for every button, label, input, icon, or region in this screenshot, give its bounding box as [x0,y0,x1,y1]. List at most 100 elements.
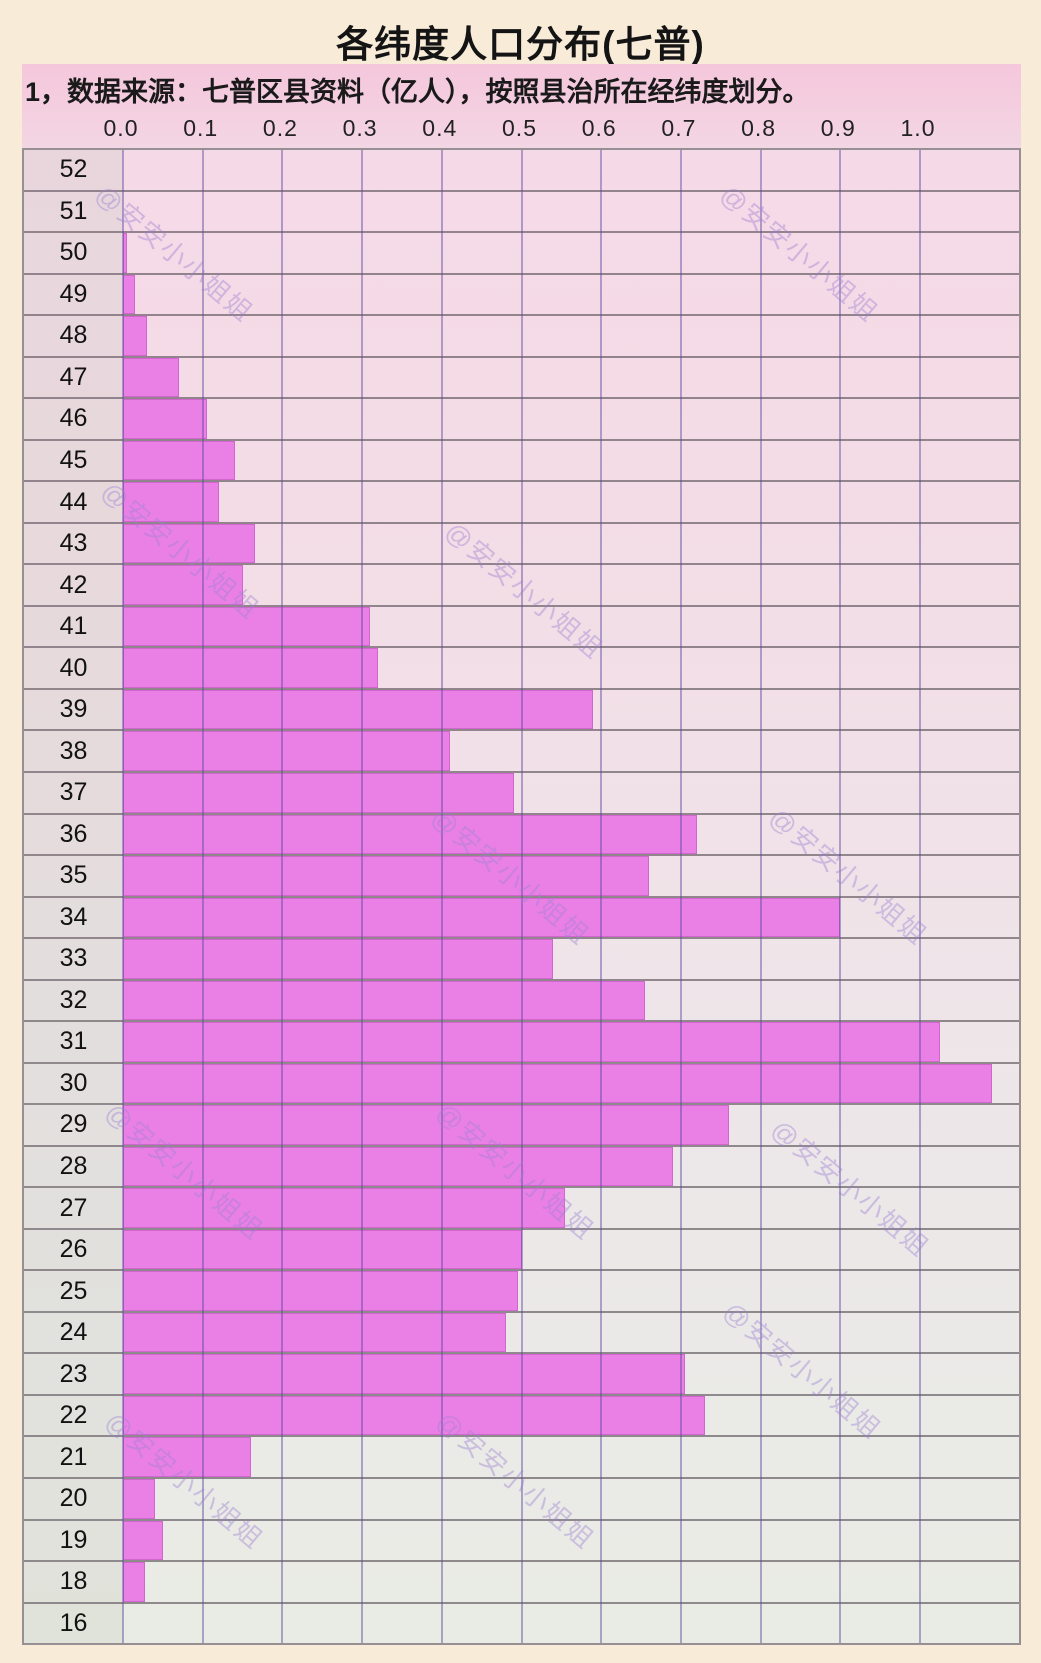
row-plot-area [123,1437,1019,1477]
y-axis-label: 43 [24,523,123,564]
bar-lat-34 [123,897,841,938]
chart-row-lat-36: 36 [24,814,1019,857]
y-axis-label: 47 [24,357,123,398]
bar-lat-23 [123,1354,685,1394]
chart-row-lat-27: 27 [24,1188,1019,1230]
bar-lat-48 [123,316,147,356]
x-tick-label: 0.5 [502,115,537,141]
row-plot-area [123,150,1019,190]
row-plot-area [123,274,1019,315]
row-plot-area [123,399,1019,439]
bar-lat-22 [123,1395,705,1436]
row-plot-area [123,1604,1019,1644]
row-plot-area [123,606,1019,647]
chart-row-lat-28: 28 [24,1146,1019,1189]
y-axis-label: 25 [24,1271,123,1311]
y-axis-label: 40 [24,648,123,688]
y-axis-label: 37 [24,772,123,813]
row-plot-area [123,939,1019,979]
row-plot-area [123,316,1019,356]
y-axis-label: 41 [24,606,123,647]
chart-row-lat-32: 32 [24,980,1019,1023]
bar-lat-27 [123,1188,566,1228]
bar-lat-26 [123,1229,522,1270]
row-plot-area [123,1354,1019,1394]
y-axis-label: 20 [24,1479,123,1519]
row-plot-area [123,1520,1019,1561]
row-plot-area [123,192,1019,232]
row-plot-area [123,1312,1019,1353]
y-axis-label: 48 [24,316,123,356]
bar-chart: 52 51 50 49 48 47 46 45 44 43 42 41 40 39 38 37 36 35 34 33… [22,148,1021,1645]
y-axis-label: 28 [24,1146,123,1187]
row-plot-area [123,1562,1019,1602]
y-axis-label: 36 [24,814,123,855]
bar-lat-47 [123,357,179,398]
bar-lat-19 [123,1520,163,1561]
y-axis-label: 52 [24,150,123,190]
bar-lat-29 [123,1105,729,1145]
chart-row-lat-51: 51 [24,191,1019,234]
y-axis-label: 29 [24,1105,123,1145]
x-tick-label: 0.3 [342,115,378,141]
row-plot-area [123,1229,1019,1270]
chart-row-lat-21: 21 [24,1437,1019,1479]
chart-row-lat-20: 20 [24,1479,1019,1521]
x-tick-label: 0.4 [422,115,458,141]
bar-lat-32 [123,980,646,1021]
y-axis-label: 23 [24,1354,123,1394]
chart-subtitle: 1，数据来源：七普区县资料（亿人），按照县治所在经纬度划分。 [25,77,810,107]
bar-lat-41 [123,606,371,647]
y-axis-label: 18 [24,1562,123,1602]
y-axis-label: 51 [24,191,123,232]
row-plot-area [123,523,1019,564]
y-axis-label: 44 [24,482,123,522]
x-tick-label: 0.7 [661,115,697,141]
chart-row-lat-30: 30 [24,1063,1019,1106]
bar-lat-35 [123,856,650,896]
chart-row-lat-47: 47 [24,357,1019,400]
y-axis-label: 42 [24,565,123,605]
y-axis-label: 30 [24,1063,123,1104]
chart-row-lat-26: 26 [24,1229,1019,1272]
row-plot-area [123,856,1019,896]
chart-row-lat-25: 25 [24,1271,1019,1313]
chart-row-lat-45: 45 [24,440,1019,483]
bar-lat-39 [123,689,594,730]
row-plot-area [123,1146,1019,1187]
y-axis-label: 26 [24,1229,123,1270]
x-tick-label: 0.9 [820,115,856,141]
chart-row-lat-37: 37 [24,772,1019,815]
bar-lat-25 [123,1271,518,1311]
y-axis-label: 49 [24,274,123,315]
x-tick-label: 0.1 [183,115,219,141]
row-plot-area [123,648,1019,688]
y-axis-label: 39 [24,689,123,730]
bar-lat-46 [123,399,207,439]
chart-row-lat-48: 48 [24,316,1019,358]
chart-row-lat-44: 44 [24,482,1019,524]
bar-lat-43 [123,523,255,564]
chart-row-lat-34: 34 [24,897,1019,940]
y-axis-label: 31 [24,1022,123,1062]
chart-row-lat-33: 33 [24,939,1019,981]
bar-lat-37 [123,772,514,813]
x-tick-label: 0.2 [262,115,298,141]
y-axis-label: 38 [24,731,123,771]
page-title: 各纬度人口分布(七普) [336,24,705,65]
y-axis-label: 45 [24,440,123,481]
chart-row-lat-22: 22 [24,1395,1019,1438]
chart-header-band: 1，数据来源：七普区县资料（亿人），按照县治所在经纬度划分。 0.0 0.1 0.2… [22,64,1021,148]
row-plot-area [123,1271,1019,1311]
y-axis-label: 32 [24,980,123,1021]
row-plot-area [123,440,1019,481]
bar-lat-33 [123,939,554,979]
bar-lat-21 [123,1437,251,1477]
chart-row-lat-39: 39 [24,689,1019,732]
y-axis-label: 46 [24,399,123,439]
y-axis-label: 33 [24,939,123,979]
row-plot-area [123,1063,1019,1104]
y-axis-label: 22 [24,1395,123,1436]
y-axis-label: 34 [24,897,123,938]
y-axis-label: 50 [24,233,123,273]
